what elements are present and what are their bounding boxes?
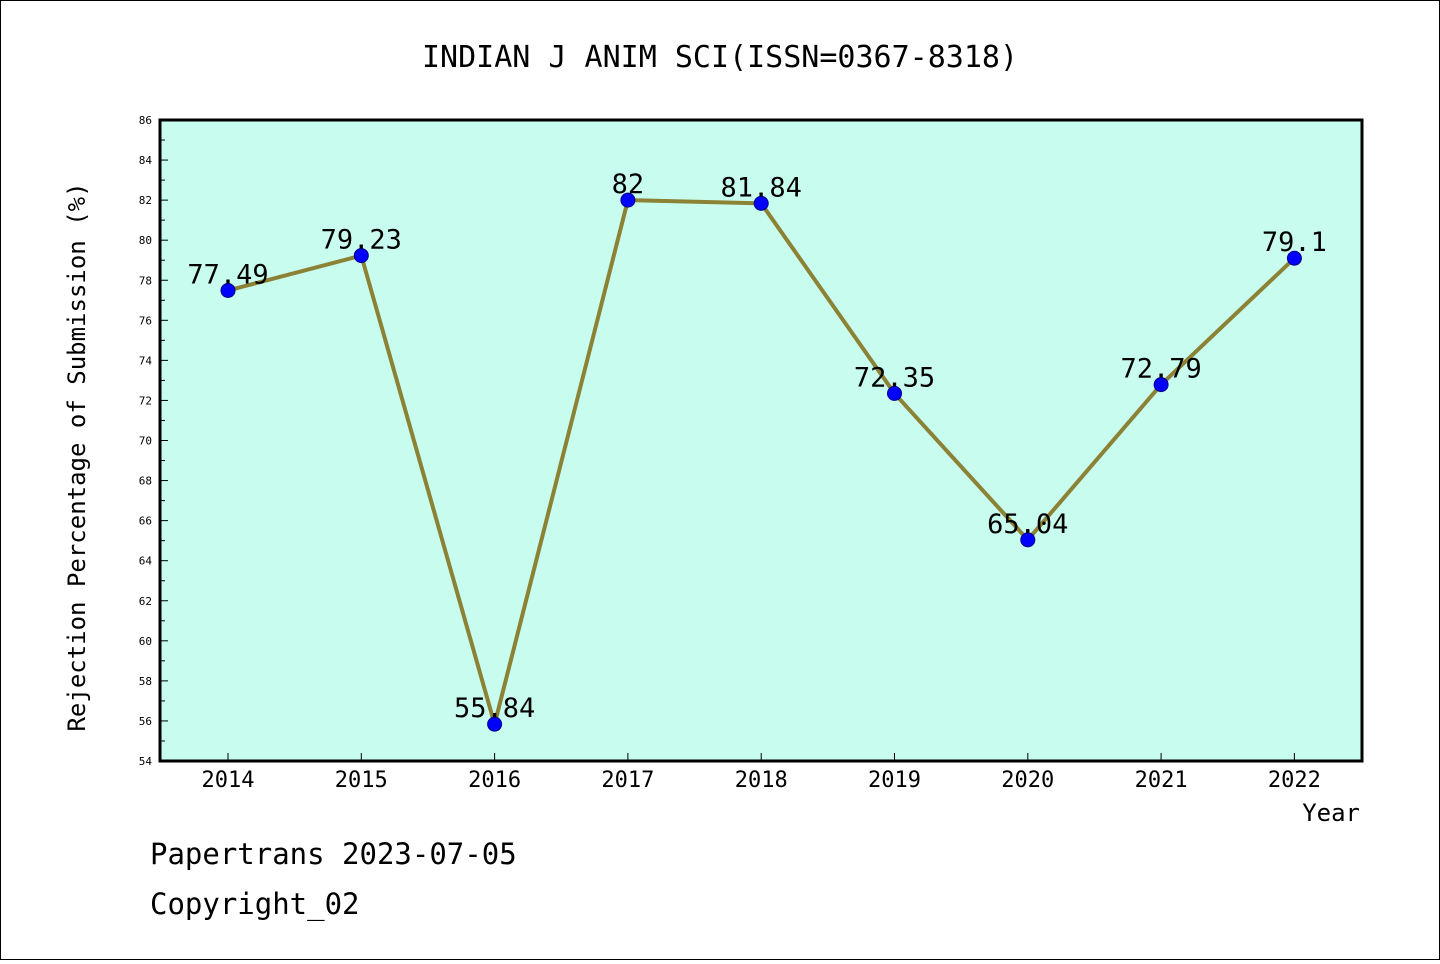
y-tick-label: 62 (139, 595, 152, 608)
footer-date: Papertrans 2023-07-05 (150, 837, 517, 871)
plot-area (158, 118, 1364, 763)
data-label: 77.49 (187, 259, 268, 290)
data-label: 79.23 (321, 225, 402, 256)
y-tick-label: 64 (139, 555, 153, 568)
y-tick-label: 72 (139, 394, 152, 407)
x-tick-label: 2022 (1268, 768, 1321, 793)
y-tick-label: 56 (139, 715, 152, 728)
y-tick-label: 74 (139, 354, 153, 367)
footer-copyright: Copyright_02 (150, 887, 360, 922)
x-axis-label: Year (1302, 799, 1360, 827)
x-tick-label: 2016 (468, 768, 521, 793)
chart-title: INDIAN J ANIM SCI(ISSN=0367-8318) (422, 40, 1018, 75)
x-tick-label: 2014 (202, 768, 255, 793)
y-tick-label: 78 (139, 274, 152, 287)
data-point (1153, 377, 1169, 393)
data-point (620, 192, 636, 208)
y-tick-label: 70 (139, 435, 152, 448)
data-point (353, 248, 369, 264)
data-label: 65.04 (987, 509, 1068, 540)
y-tick-label: 58 (139, 675, 152, 688)
y-tick-label: 54 (139, 755, 153, 768)
y-tick-label: 82 (139, 194, 152, 207)
y-axis-label: Rejection Percentage of Submission (%) (63, 182, 91, 731)
data-point (487, 716, 503, 732)
data-point (220, 282, 236, 298)
series-markers (220, 192, 1302, 732)
x-tick-label: 2018 (735, 768, 788, 793)
x-tick-label: 2020 (1001, 768, 1054, 793)
data-point (1020, 532, 1036, 548)
data-label: 82 (612, 169, 645, 200)
y-tick-label: 60 (139, 635, 152, 648)
x-tick-label: 2019 (868, 768, 921, 793)
y-tick-label: 80 (139, 234, 152, 247)
y-tick-label: 66 (139, 515, 152, 528)
data-labels: 77.49 79.23 55.84 82 81.84 72.35 65.04 72.79 79.… (187, 169, 1327, 724)
data-point (753, 195, 769, 211)
y-tick-label: 84 (139, 154, 153, 167)
x-axis: 2014 2015 2016 2017 2018 2019 2020 2021 2022 (202, 753, 1321, 793)
data-label: 81.84 (721, 172, 802, 203)
data-label: 72.79 (1120, 354, 1201, 385)
data-label: 55.84 (454, 693, 535, 724)
y-tick-label: 86 (139, 114, 152, 127)
y-tick-label: 76 (139, 314, 152, 327)
data-label: 72.35 (854, 362, 935, 393)
y-axis: 54 56 58 60 62 64 66 68 70 72 74 76 78 80 82 84 86 (139, 114, 168, 768)
data-point (887, 385, 902, 401)
x-tick-label: 2017 (601, 768, 654, 793)
y-tick-label: 68 (139, 475, 152, 488)
x-tick-label: 2015 (335, 768, 388, 793)
x-tick-label: 2021 (1135, 768, 1188, 793)
data-label: 79.1 (1262, 227, 1327, 258)
data-point (1286, 250, 1302, 266)
